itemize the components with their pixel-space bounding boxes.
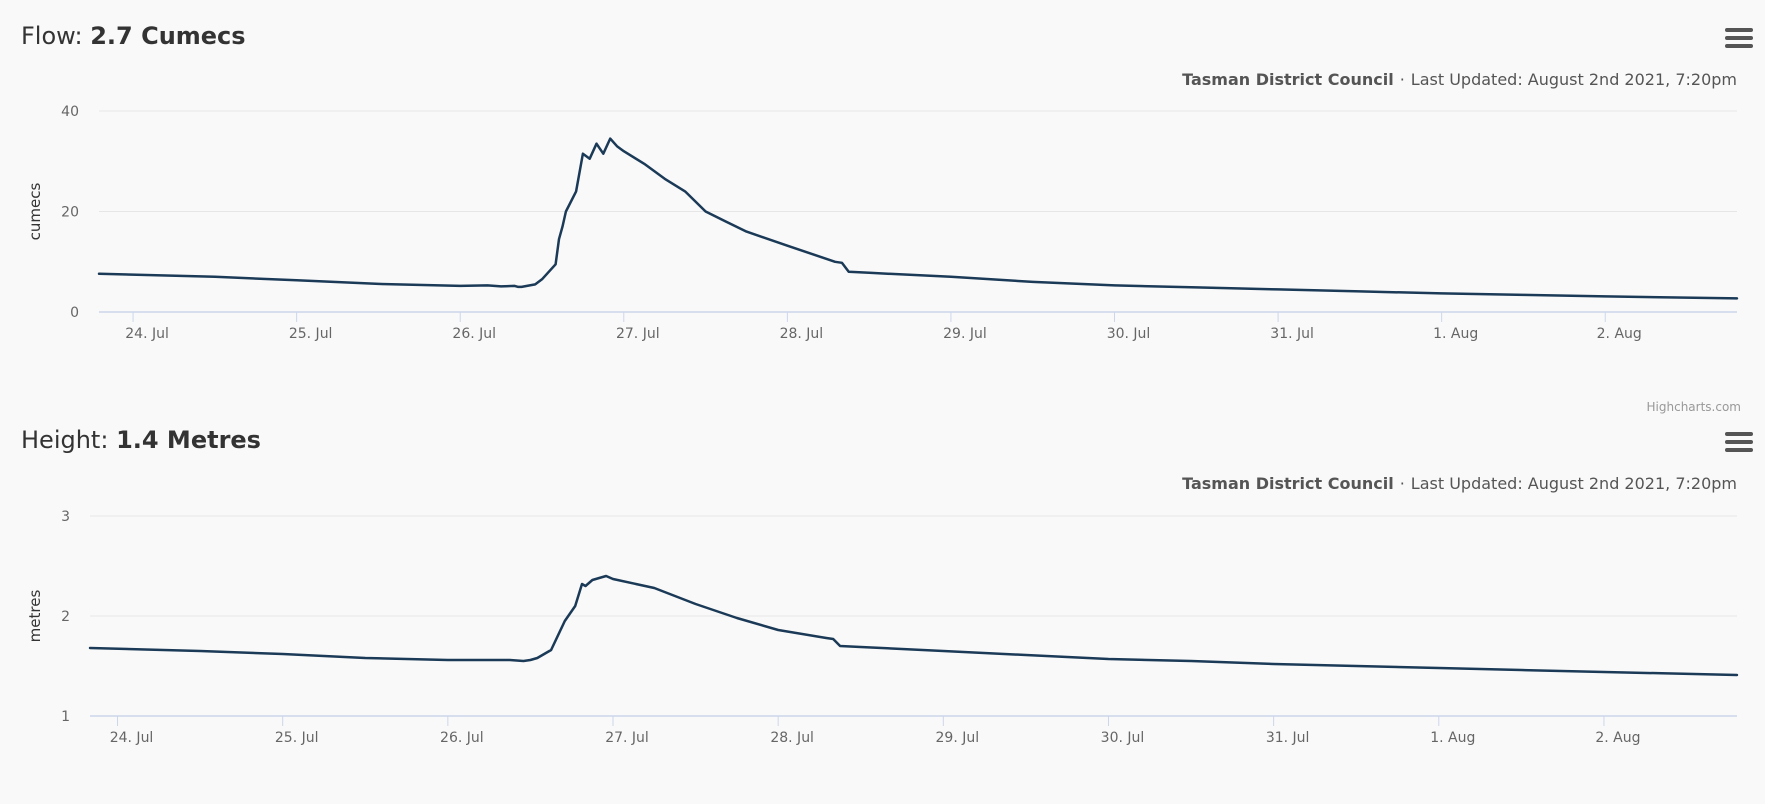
x-tick-label: 27. Jul bbox=[605, 730, 649, 746]
height-chart: Height: 1.4 Metres Tasman District Counc… bbox=[0, 404, 1765, 804]
x-tick-label: 25. Jul bbox=[275, 730, 319, 746]
organisation-name: Tasman District Council bbox=[1182, 474, 1394, 493]
x-tick-label: 28. Jul bbox=[770, 730, 814, 746]
y-tick-label: 1 bbox=[61, 709, 70, 725]
y-tick-label: 20 bbox=[61, 205, 79, 221]
separator: · bbox=[1399, 474, 1405, 493]
organisation-name: Tasman District Council bbox=[1182, 70, 1394, 89]
y-tick-label: 3 bbox=[61, 509, 70, 525]
series-line[interactable] bbox=[88, 574, 1739, 677]
flow-chart: Flow: 2.7 Cumecs Tasman District Council… bbox=[0, 0, 1765, 400]
separator: · bbox=[1399, 70, 1405, 89]
y-axis-title: metres bbox=[26, 590, 44, 643]
y-tick-label: 0 bbox=[70, 305, 79, 321]
height-plot[interactable]: 1 2 3 24. Jul 25. Jul 26. Jul 27. Jul 28. Jul 29… bbox=[0, 404, 1765, 804]
series-line[interactable] bbox=[97, 137, 1739, 300]
y-axis-title: cumecs bbox=[26, 182, 44, 240]
x-tick-label: 26. Jul bbox=[440, 730, 484, 746]
title-prefix: Height: bbox=[21, 426, 109, 454]
chart-subtitle: Tasman District Council · Last Updated: Au… bbox=[1182, 474, 1737, 493]
chart-title: Height: 1.4 Metres bbox=[21, 426, 261, 454]
last-updated: Last Updated: August 2nd 2021, 7:20pm bbox=[1410, 70, 1737, 89]
chart-title: Flow: 2.7 Cumecs bbox=[21, 22, 246, 50]
x-tick-label: 1. Aug bbox=[1430, 730, 1475, 746]
chart-subtitle: Tasman District Council · Last Updated: Au… bbox=[1182, 70, 1737, 89]
x-tick-label: 29. Jul bbox=[936, 730, 980, 746]
title-prefix: Flow: bbox=[21, 22, 83, 50]
x-tick-label: 24. Jul bbox=[125, 326, 169, 342]
y-tick-label: 2 bbox=[61, 609, 70, 625]
x-tick-label: 30. Jul bbox=[1101, 730, 1145, 746]
flow-plot[interactable]: 0 20 40 24. Jul 25. Jul 26. Jul 27. Jul 28. Jul… bbox=[0, 0, 1765, 400]
title-value: 1.4 Metres bbox=[116, 426, 261, 454]
x-tick-label: 27. Jul bbox=[616, 326, 660, 342]
highcharts-credit-link[interactable]: Highcharts.com bbox=[1646, 400, 1741, 414]
x-tick-label: 2. Aug bbox=[1597, 326, 1642, 342]
x-tick-label: 28. Jul bbox=[780, 326, 824, 342]
x-tick-label: 30. Jul bbox=[1107, 326, 1151, 342]
x-tick-label: 29. Jul bbox=[943, 326, 987, 342]
hamburger-menu-icon[interactable] bbox=[1725, 28, 1753, 54]
x-tick-label: 31. Jul bbox=[1270, 326, 1314, 342]
title-value: 2.7 Cumecs bbox=[90, 22, 246, 50]
x-tick-label: 1. Aug bbox=[1433, 326, 1478, 342]
x-tick-label: 25. Jul bbox=[289, 326, 333, 342]
x-tick-label: 24. Jul bbox=[110, 730, 154, 746]
hamburger-menu-icon[interactable] bbox=[1725, 432, 1753, 458]
x-tick-label: 2. Aug bbox=[1595, 730, 1640, 746]
x-tick-label: 26. Jul bbox=[452, 326, 496, 342]
y-tick-label: 40 bbox=[61, 104, 79, 120]
last-updated: Last Updated: August 2nd 2021, 7:20pm bbox=[1410, 474, 1737, 493]
x-tick-label: 31. Jul bbox=[1266, 730, 1310, 746]
